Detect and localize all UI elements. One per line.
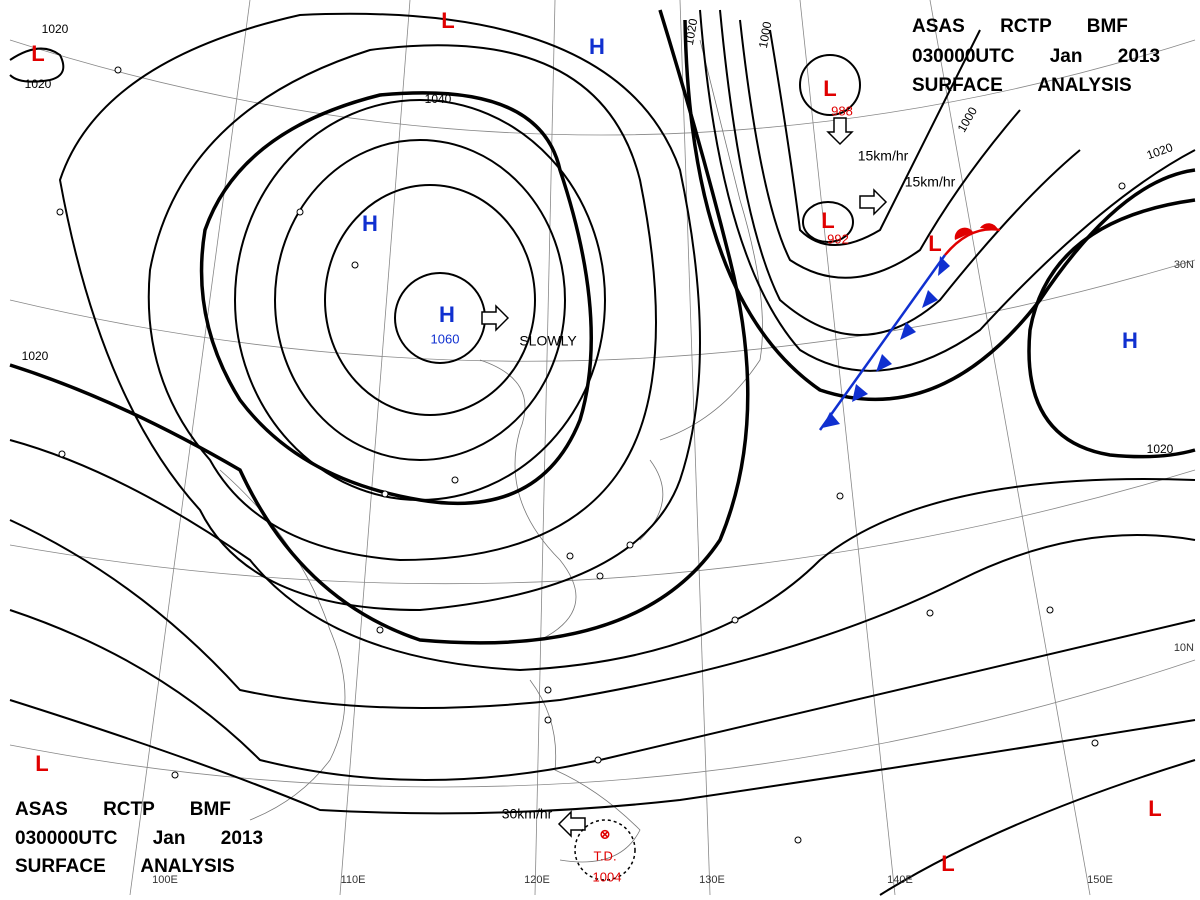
longitude-label: 100E <box>152 874 178 886</box>
longitude-label: 140E <box>887 874 913 886</box>
motion-label: SLOWLY <box>519 333 577 349</box>
title-line: SURFACE ANALYSIS <box>15 856 235 877</box>
longitude-label: 150E <box>1087 874 1113 886</box>
motion-label: 15km/hr <box>905 174 956 190</box>
motion-arrows: ⊗ <box>481 117 888 881</box>
geo-labels: 100E 110E 120E 130E 140E 150E 30N 10N <box>152 259 1194 886</box>
isobar-label: 1020 <box>25 77 52 91</box>
isobar-label: 1040 <box>425 92 452 106</box>
high-center: H <box>439 302 455 327</box>
isobars <box>9 9 1196 896</box>
low-center: L <box>823 76 836 101</box>
motion-label: 15km/hr <box>858 148 909 164</box>
isobar-label: 1020 <box>1147 442 1174 456</box>
title-block: ASAS RCTP BMF 030000UTC Jan 2013 SURFACE… <box>15 799 263 877</box>
high-center: H <box>1122 328 1138 353</box>
fronts <box>818 223 1001 431</box>
center-pressure: 988 <box>831 103 853 118</box>
longitude-label: 120E <box>524 874 550 886</box>
low-center: L <box>1148 796 1161 821</box>
low-center: L <box>31 41 44 66</box>
high-center: H <box>362 211 378 236</box>
isobar-label: 1000 <box>756 20 774 49</box>
title-line: ASAS RCTP BMF <box>15 799 231 820</box>
motion-label: 30km/hr <box>502 806 553 822</box>
longitude-label: 130E <box>699 874 725 886</box>
td-pressure: 1004 <box>593 869 622 884</box>
isobar-label: 1020 <box>22 349 49 363</box>
title-line: 030000UTC Jan 2013 <box>15 828 263 849</box>
center-pressure: 992 <box>827 231 849 246</box>
tropical-depression: T.D. 1004 <box>593 848 622 884</box>
title-line: SURFACE ANALYSIS <box>912 75 1132 96</box>
stations <box>56 66 1126 844</box>
motion-labels: 15km/hr 15km/hr SLOWLY 30km/hr <box>502 148 956 822</box>
low-center: L <box>821 208 834 233</box>
title-line: 030000UTC Jan 2013 <box>912 46 1160 67</box>
low-center: L <box>35 751 48 776</box>
pressure-centers: L L L L L L L L H H H H <box>31 8 1161 876</box>
isobar-label: 1020 <box>682 17 700 46</box>
center-pressures: 1060 988 992 <box>431 103 853 346</box>
title-block: ASAS RCTP BMF 030000UTC Jan 2013 SURFACE… <box>912 16 1160 96</box>
latitude-label: 30N <box>1174 259 1194 271</box>
td-label: T.D. <box>593 848 616 863</box>
td-symbol: ⊗ <box>600 826 611 841</box>
low-center: L <box>941 851 954 876</box>
title-line: ASAS RCTP BMF <box>912 16 1128 37</box>
center-pressure: 1060 <box>431 331 460 346</box>
latitude-label: 10N <box>1174 642 1194 654</box>
low-center: L <box>928 231 941 256</box>
isobar-label: 1020 <box>42 22 69 36</box>
low-center: L <box>441 8 454 33</box>
high-center: H <box>589 34 605 59</box>
longitude-label: 110E <box>341 874 366 886</box>
